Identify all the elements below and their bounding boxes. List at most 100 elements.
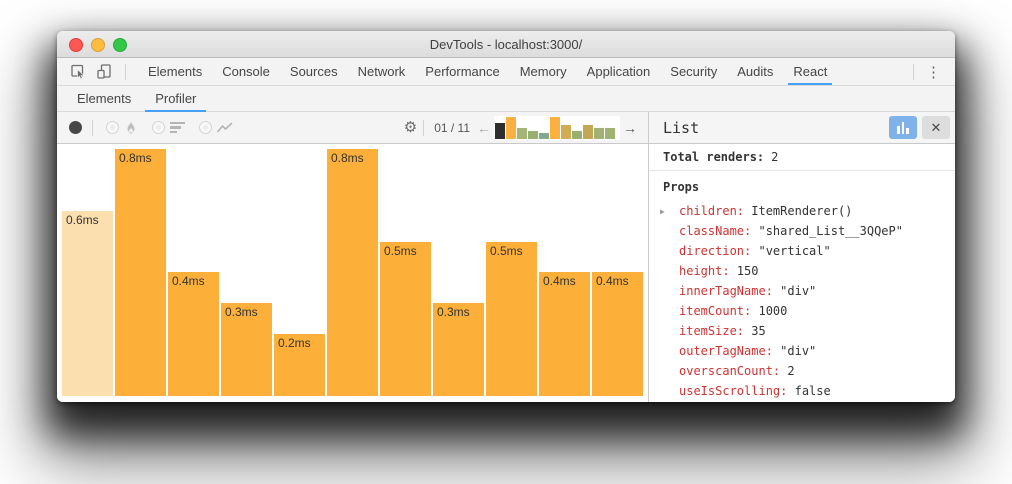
snapshot-mini-bar[interactable] xyxy=(594,127,604,139)
close-icon: ✕ xyxy=(930,119,942,135)
snapshot-mini-bar[interactable] xyxy=(506,116,516,139)
view-component-renders-button[interactable] xyxy=(889,116,917,139)
expand-children-icon[interactable]: ▶ xyxy=(660,207,665,216)
prop-key: innerTagName: xyxy=(679,284,773,298)
chart-bar[interactable]: 0.6ms xyxy=(62,211,113,396)
devtools-menu-icon[interactable]: ⋮ xyxy=(926,63,941,81)
toolbar-separator xyxy=(92,119,93,136)
panel-divider[interactable] xyxy=(648,112,649,402)
snapshot-mini-bar[interactable] xyxy=(528,130,538,139)
ranked-view-toggle[interactable] xyxy=(152,121,185,134)
settings-gear-icon[interactable]: ⚙ xyxy=(403,119,418,136)
toolbar-separator xyxy=(125,63,126,80)
interactions-radio[interactable] xyxy=(199,121,212,134)
snapshot-mini-bar[interactable] xyxy=(539,132,549,139)
prop-value: "div" xyxy=(772,344,817,358)
react-tab-elements[interactable]: Elements xyxy=(77,91,132,106)
chart-bar[interactable]: 0.2ms xyxy=(274,334,325,396)
zoom-window-button[interactable] xyxy=(113,38,127,52)
device-toolbar-icon[interactable] xyxy=(93,62,115,82)
selected-component-name: List xyxy=(663,118,700,137)
chart-bar[interactable]: 0.4ms xyxy=(168,272,219,396)
minimize-window-button[interactable] xyxy=(91,38,105,52)
tab-memory[interactable]: Memory xyxy=(519,64,567,79)
interactions-icon xyxy=(217,122,233,132)
react-tab-profiler[interactable]: Profiler xyxy=(143,86,208,112)
chart-bar[interactable]: 0.8ms xyxy=(327,149,378,396)
tab-network[interactable]: Network xyxy=(357,64,406,79)
chart-bar-label: 0.6ms xyxy=(66,213,99,227)
tab-elements[interactable]: Elements xyxy=(148,64,203,79)
chart-bar[interactable]: 0.3ms xyxy=(433,303,484,396)
close-panel-button[interactable]: ✕ xyxy=(922,116,950,139)
chart-bar-label: 0.8ms xyxy=(119,151,152,165)
component-details-panel: List ✕ Total renders: 2 Props ▶ children:… xyxy=(649,112,955,402)
prop-row: overscanCount: 2 xyxy=(649,361,955,381)
bar-chart-icon xyxy=(897,121,909,134)
prop-row: width: 300 xyxy=(649,401,955,402)
react-devtools-tab-bar: Elements Profiler xyxy=(57,86,955,112)
profiler-content: ⚙ 01 / 11 ← → 0.6ms 0.8ms 0.4ms 0.3ms 0.2ms 0… xyxy=(57,112,955,402)
devtools-tabbar-right: ⋮ xyxy=(907,63,947,81)
flamegraph-radio[interactable] xyxy=(106,121,119,134)
window-titlebar: DevTools - localhost:3000/ xyxy=(57,31,955,58)
flame-icon xyxy=(127,121,135,134)
chart-bar[interactable]: 0.4ms xyxy=(539,272,590,396)
tab-console[interactable]: Console xyxy=(222,64,270,79)
snapshot-mini-bar[interactable] xyxy=(572,130,582,139)
snapshot-mini-bar[interactable] xyxy=(561,124,571,139)
chart-bar-label: 0.4ms xyxy=(596,274,629,288)
window-title: DevTools - localhost:3000/ xyxy=(429,36,583,52)
toolbar-separator xyxy=(423,119,425,136)
chart-bar[interactable]: 0.4ms xyxy=(592,272,643,396)
snapshot-selector-chart[interactable] xyxy=(494,115,620,140)
tab-react[interactable]: React xyxy=(783,58,837,85)
render-times-bar-chart: 0.6ms 0.8ms 0.4ms 0.3ms 0.2ms 0.8ms 0.5ms 0.3ms… xyxy=(57,144,648,402)
snapshot-counter: 01 / 11 xyxy=(434,120,470,135)
prop-key: useIsScrolling: xyxy=(679,384,788,398)
ranked-radio[interactable] xyxy=(152,121,165,134)
flamegraph-view-toggle[interactable] xyxy=(106,120,138,135)
chart-bar-label: 0.3ms xyxy=(225,305,258,319)
tab-application[interactable]: Application xyxy=(586,64,651,79)
tab-audits[interactable]: Audits xyxy=(737,64,774,79)
chart-bar-label: 0.2ms xyxy=(278,336,311,350)
chart-bar-label: 0.4ms xyxy=(543,274,576,288)
chart-bar[interactable]: 0.3ms xyxy=(221,303,272,396)
prop-value: "shared_List__3QQeP" xyxy=(751,224,903,238)
tab-sources[interactable]: Sources xyxy=(289,64,338,79)
snapshot-mini-bar[interactable] xyxy=(605,127,615,139)
inspect-element-icon[interactable] xyxy=(67,62,89,82)
prev-snapshot-arrow[interactable]: ← xyxy=(477,119,491,136)
props-heading: Props xyxy=(663,180,700,194)
tab-performance[interactable]: Performance xyxy=(425,64,500,79)
chart-bar[interactable]: 0.8ms xyxy=(115,149,166,396)
interactions-view-toggle[interactable] xyxy=(199,121,233,134)
prop-key: height: xyxy=(679,264,730,278)
prop-row: direction: "vertical" xyxy=(649,241,955,261)
props-section: Props ▶ children: ItemRenderer() className… xyxy=(649,171,955,402)
prop-row: itemSize: 35 xyxy=(649,321,955,341)
devtools-window: DevTools - localhost:3000/ Elements Conso… xyxy=(57,31,955,402)
prop-value: "vertical" xyxy=(751,244,831,258)
record-button[interactable] xyxy=(69,121,82,134)
prop-row: innerTagName: "div" xyxy=(649,281,955,301)
close-window-button[interactable] xyxy=(69,38,83,52)
props-list: ▶ children: ItemRenderer() className: "sha… xyxy=(649,201,955,402)
chart-bar[interactable]: 0.5ms xyxy=(380,242,431,396)
prop-value: 150 xyxy=(729,264,759,278)
toolbar-separator xyxy=(913,63,914,80)
chart-bar[interactable]: 0.5ms xyxy=(486,242,537,396)
snapshot-mini-bar[interactable] xyxy=(495,122,505,139)
prop-key: itemCount: xyxy=(679,304,752,318)
snapshot-mini-bar[interactable] xyxy=(550,116,560,139)
snapshot-mini-bar[interactable] xyxy=(583,124,593,139)
prop-value: 1000 xyxy=(751,304,788,318)
prop-row: ▶ children: ItemRenderer() xyxy=(649,201,955,221)
devtools-tabs: Elements Console Sources Network Performance… xyxy=(138,58,837,85)
tab-security[interactable]: Security xyxy=(670,64,718,79)
next-snapshot-arrow[interactable]: → xyxy=(623,119,637,136)
total-renders-row: Total renders: 2 xyxy=(649,144,955,171)
total-renders-label: Total renders: xyxy=(663,150,765,164)
snapshot-mini-bar[interactable] xyxy=(517,127,527,139)
